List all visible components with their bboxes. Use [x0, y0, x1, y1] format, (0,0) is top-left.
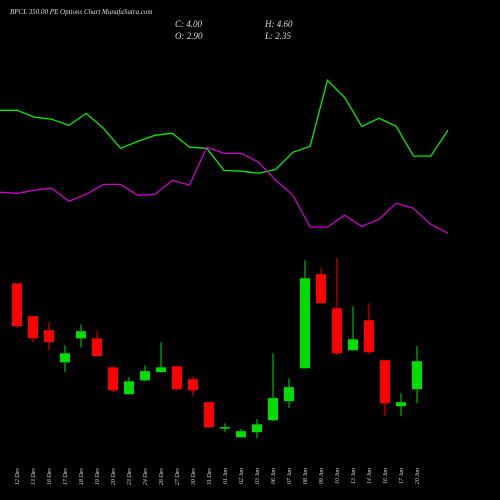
candle-body: [284, 387, 294, 402]
candle-body: [316, 274, 326, 304]
candle-body: [108, 367, 118, 391]
x-tick-label: 09 Jan: [319, 468, 325, 484]
candle-body: [60, 353, 70, 363]
candle-body: [140, 371, 150, 381]
x-tick-label: 03 Jan: [255, 468, 261, 484]
chart-title: BPCL 350.00 PE Options Chart MunafaSutra…: [10, 8, 152, 16]
candle-body: [124, 381, 134, 395]
x-tick-label: 27 Dec: [175, 468, 181, 485]
indicator-line: [0, 146, 449, 234]
x-tick-label: 13 Dec: [31, 468, 37, 485]
candle-body: [204, 402, 214, 428]
x-tick-label: 20 Dec: [111, 468, 117, 485]
candle-body: [156, 367, 166, 373]
candle-body: [380, 360, 390, 404]
x-tick-label: 17 Dec: [63, 468, 69, 485]
close-label: C: 4.00: [175, 19, 203, 29]
x-tick-label: 19 Dec: [95, 468, 101, 485]
x-tick-label: 01 Jan: [223, 468, 229, 484]
x-tick-label: 26 Dec: [159, 468, 165, 485]
x-tick-label: 17 Jan: [399, 468, 405, 484]
candle-body: [300, 278, 310, 369]
x-tick-label: 16 Dec: [47, 468, 53, 485]
x-tick-label: 24 Dec: [142, 468, 149, 485]
candle-body: [412, 361, 422, 390]
candle-body: [12, 283, 22, 327]
x-tick-label: 30 Dec: [191, 468, 197, 486]
x-tick-label: 12 Dec: [15, 468, 21, 485]
x-tick-label: 07 Jan: [287, 468, 293, 484]
open-label: O: 2.90: [175, 31, 203, 41]
x-tick-label: 16 Jan: [383, 468, 389, 484]
candle-body: [220, 427, 230, 429]
candle-body: [172, 366, 182, 390]
low-label: L: 2.35: [264, 31, 292, 41]
x-tick-label: 20 Jan: [415, 468, 421, 484]
candle-body: [268, 398, 278, 421]
candle-body: [188, 379, 198, 391]
candle-body: [396, 402, 406, 407]
candle-body: [28, 316, 38, 339]
candle-body: [332, 308, 342, 354]
x-tick-label: 02 Jan: [239, 468, 245, 484]
candle-body: [364, 320, 374, 353]
candle-body: [92, 338, 102, 357]
x-tick-label: 23 Dec: [127, 468, 133, 485]
x-tick-label: 14 Jan: [366, 468, 373, 484]
candle-body: [76, 331, 86, 339]
indicator-line: [0, 79, 449, 174]
x-tick-label: 13 Jan: [351, 468, 357, 484]
high-label: H: 4.60: [264, 19, 293, 29]
x-tick-label: 08 Jan: [303, 468, 309, 484]
x-tick-label: 18 Dec: [79, 468, 85, 485]
candle-body: [348, 339, 358, 351]
candle-body: [44, 330, 54, 343]
x-tick-label: 31 Dec: [207, 468, 213, 486]
x-tick-label: 10 Jan: [335, 468, 341, 484]
candle-body: [236, 431, 246, 438]
candle-body: [252, 424, 262, 433]
x-tick-label: 06 Jan: [271, 468, 277, 484]
